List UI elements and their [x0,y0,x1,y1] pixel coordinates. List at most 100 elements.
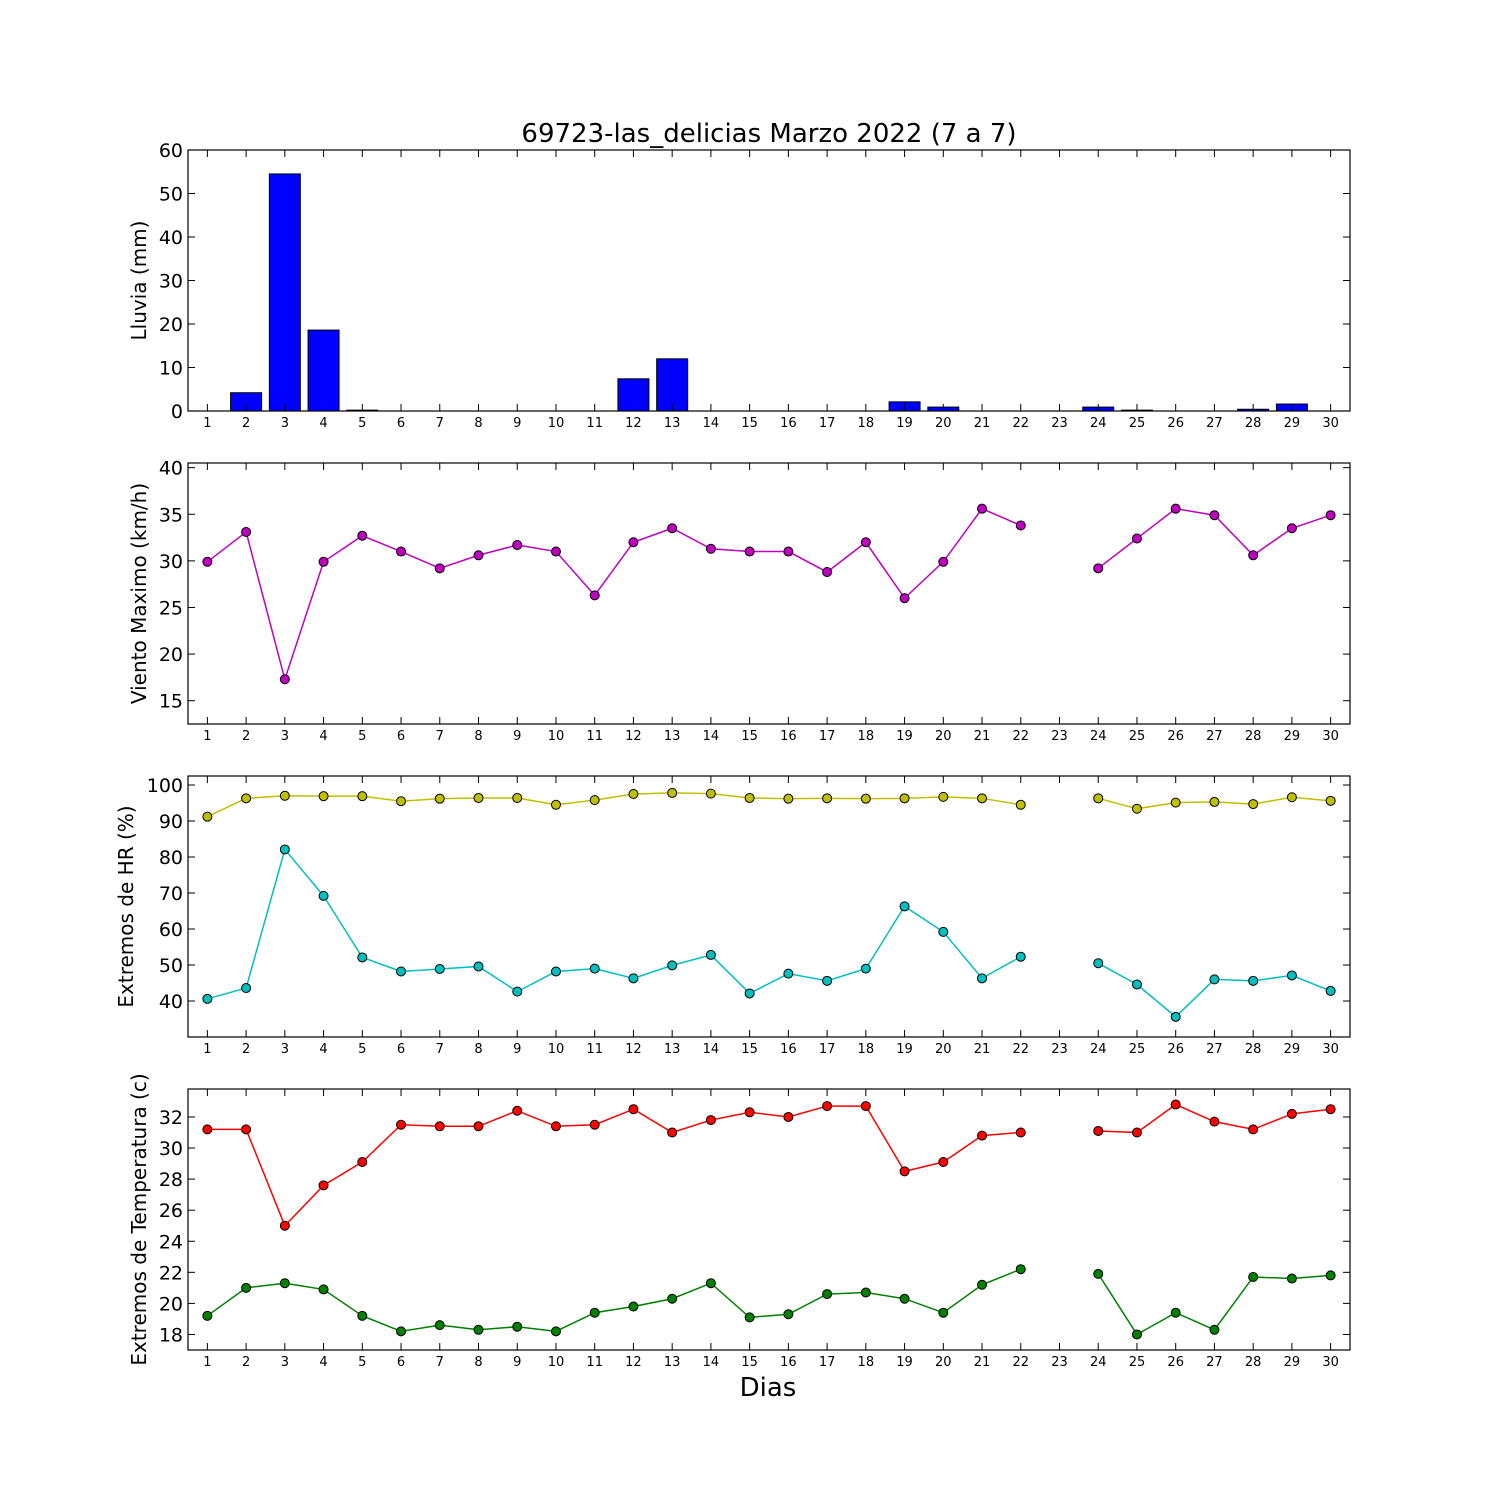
temp-series-1-point-day-9 [512,1321,523,1332]
x-axis-label: Dias [740,1373,797,1403]
temp-series-0-line-0 [207,1105,1021,1228]
wind-ylabel: Viento Maximo (km/h) [127,483,151,704]
temp-xtick-label: 3 [281,1355,289,1370]
hr-series-0-point-day-1 [202,811,213,822]
temp-series-0-point-day-16 [783,1111,794,1122]
temp-ytick-label: 20 [159,1293,183,1315]
wind-xtick-label: 20 [935,729,952,744]
temp-series-0-point-day-28 [1248,1124,1259,1135]
temp-series-1-point-day-13 [667,1293,678,1304]
hr-series-0-point-day-25 [1131,803,1142,814]
temp-ytick-label: 18 [159,1324,183,1346]
hr-series-0-line-0 [207,792,1021,818]
temp-series-0-point-day-27 [1209,1116,1220,1127]
hr-xtick-label: 29 [1284,1042,1301,1057]
temp-series-1-point-day-7 [434,1320,445,1331]
hr-series-1-point-day-3 [279,844,290,855]
hr-series-1-point-day-22 [1015,951,1026,962]
hr-series-0-point-day-9 [512,792,523,803]
hr-xtick-label: 27 [1206,1042,1223,1057]
temp-xtick-label: 16 [780,1355,797,1370]
wind-series-0-point-day-17 [822,567,833,578]
hr-xtick-label: 3 [281,1042,289,1057]
hr-xtick-label: 14 [703,1042,720,1057]
rain-xtick-label: 11 [586,416,603,431]
temp-ylabel: Extremos de Temperatura (c) [127,1073,151,1365]
hr-xtick-label: 7 [436,1042,444,1057]
temp-series-0-point-day-24 [1093,1125,1104,1136]
rain-xtick-label: 13 [664,416,681,431]
temp-xtick-label: 30 [1322,1355,1339,1370]
hr-series-1-point-day-18 [860,963,871,974]
wind-xtick-label: 1 [203,729,211,744]
wind-series-0-point-day-30 [1325,510,1336,521]
temp-series-1-point-day-17 [822,1289,833,1300]
wind-xtick-label: 16 [780,729,797,744]
hr-series-0-point-day-26 [1170,797,1181,808]
temp-series-1-line-0 [206,1268,1022,1333]
wind-series-0-point-day-27 [1209,510,1220,521]
hr-series-1-point-day-20 [938,926,949,937]
temp-xtick-label: 29 [1284,1355,1301,1370]
hr-series-1-point-day-25 [1131,979,1142,990]
hr-xtick-label: 13 [664,1042,681,1057]
temp-series-0-point-day-6 [396,1119,407,1130]
rain-xtick-label: 8 [474,416,482,431]
hr-xtick-label: 18 [858,1042,875,1057]
hr-xtick-label: 9 [513,1042,521,1057]
temp-series-0-point-day-5 [357,1157,368,1168]
rain-xtick-label: 26 [1167,416,1184,431]
temp-series-0-point-day-22 [1015,1127,1026,1138]
hr-series-1-point-day-13 [667,960,678,971]
hr-ytick-label: 100 [147,775,183,797]
temp-series-0-point-day-8 [473,1121,484,1132]
rain-xtick-label: 17 [819,416,836,431]
hr-xtick-label: 26 [1167,1042,1184,1057]
temp-series-1-point-day-18 [860,1287,871,1298]
hr-xtick-label: 4 [319,1042,327,1057]
rain-xtick-label: 5 [358,416,366,431]
temp-series-0-point-day-29 [1286,1108,1297,1119]
hr-series-0-point-day-3 [279,790,290,801]
temp-series-1-point-day-6 [396,1326,407,1337]
wind-series-0-point-day-24 [1093,563,1104,574]
temp-series-0-point-day-20 [938,1157,949,1168]
hr-ylabel: Extremos de HR (%) [114,805,138,1007]
hr-series-1-point-day-1 [202,993,213,1004]
wind-xtick-label: 12 [625,729,642,744]
temp-series-0-point-day-11 [589,1119,600,1130]
wind-series-0-point-day-19 [899,593,910,604]
temp-series-1-point-day-1 [202,1310,213,1321]
temp-series-0-point-day-12 [628,1104,639,1115]
rain-xtick-label: 14 [703,416,720,431]
hr-series-0-point-day-2 [241,793,252,804]
rain-xtick-label: 18 [858,416,875,431]
hr-series-0-point-day-10 [550,799,561,810]
temp-series-1-point-day-10 [550,1326,561,1337]
wind-xtick-label: 4 [319,729,327,744]
hr-xtick-label: 23 [1051,1042,1068,1057]
hr-series-0-point-day-11 [589,795,600,806]
hr-series-0-point-day-19 [899,793,910,804]
temp-xtick-label: 1 [203,1355,211,1370]
wind-series-0-point-day-16 [783,546,794,557]
wind-series-0-point-day-15 [744,546,755,557]
temp-series-1-point-day-29 [1286,1273,1297,1284]
hr-ytick-label: 60 [159,919,183,941]
temp-xtick-label: 2 [242,1355,250,1370]
hr-series-1-line-0 [207,847,1022,1000]
wind-ytick-label: 20 [159,644,183,666]
hr-series-1-point-day-11 [589,963,600,974]
hr-xtick-label: 5 [358,1042,366,1057]
hr-xtick-label: 16 [780,1042,797,1057]
temp-xtick-label: 19 [896,1355,913,1370]
rain-ylabel: Lluvia (mm) [127,221,151,341]
wind-series-0-point-day-13 [667,523,678,534]
wind-series-0-point-day-14 [705,543,716,554]
temp-series-0-point-day-30 [1325,1104,1336,1115]
wind-series-0-point-day-4 [318,556,329,567]
wind-xtick-label: 27 [1206,729,1223,744]
hr-xtick-label: 25 [1129,1042,1146,1057]
wind-xtick-label: 28 [1245,729,1262,744]
temp-series-1-point-day-21 [977,1279,988,1290]
